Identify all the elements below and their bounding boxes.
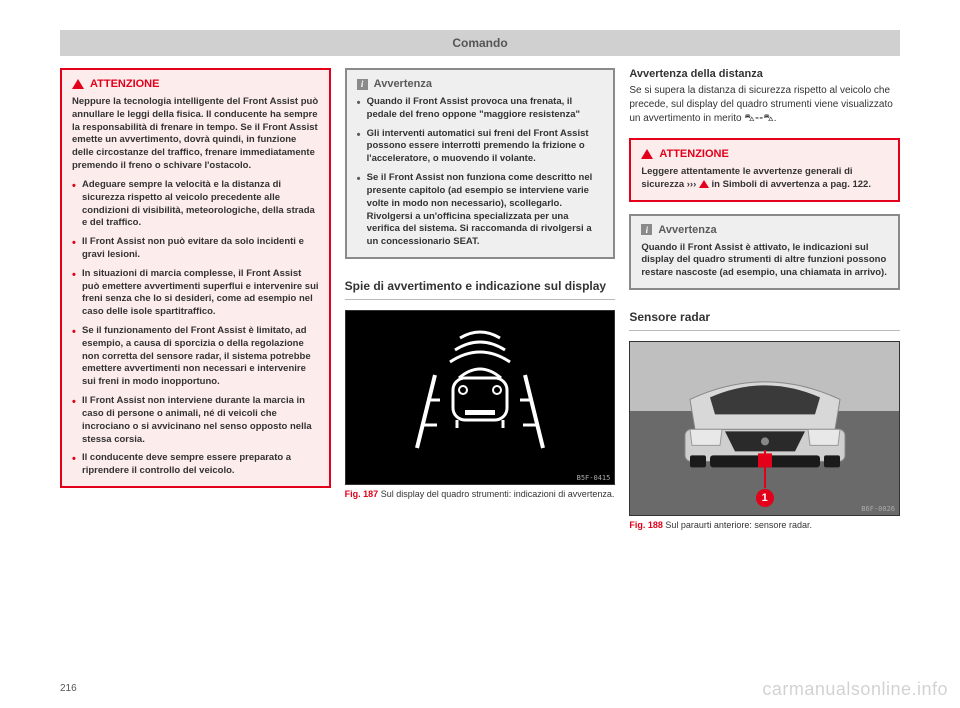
attenzione-intro: Neppure la tecnologia intelligente del F… xyxy=(72,96,319,173)
manual-page: Comando ATTENZIONE Neppure la tecnologia… xyxy=(0,0,960,708)
sensore-section: Sensore radar xyxy=(629,310,900,532)
avvertenza-list: Quando il Front Assist provoca una frena… xyxy=(357,96,604,249)
sensore-title: Sensore radar xyxy=(629,310,900,324)
avvertenza-item: Quando il Front Assist provoca una frena… xyxy=(357,96,604,122)
figure-187: B5F-0415 xyxy=(345,310,616,485)
avvertenza-label: Avvertenza xyxy=(374,78,432,90)
page-number: 216 xyxy=(60,683,77,694)
fig-code: B5F-0415 xyxy=(577,474,611,482)
attenzione-item: In situazioni di marcia complesse, il Fr… xyxy=(72,268,319,319)
column-1: ATTENZIONE Neppure la tecnologia intelli… xyxy=(60,68,331,678)
avvertenza-box-2: i Avvertenza Quando il Front Assist è at… xyxy=(629,214,900,290)
attenzione-item: Se il funzionamento del Front Assist è l… xyxy=(72,325,319,389)
attenzione-item: Adeguare sempre la velocità e la distanz… xyxy=(72,179,319,230)
attenzione-box-1: ATTENZIONE Neppure la tecnologia intelli… xyxy=(60,68,331,488)
figure-188: 1 B6F-0026 xyxy=(629,341,900,516)
fig-ref: Fig. 187 xyxy=(345,489,379,499)
avv-dist-body: Se si supera la distanza di sicurezza ri… xyxy=(629,84,900,126)
section-rule xyxy=(629,330,900,331)
callout-1: 1 xyxy=(756,489,774,507)
avvertenza-item: Se il Front Assist non funziona come des… xyxy=(357,172,604,249)
spie-section: Spie di avvertimento e indicazione sul d… xyxy=(345,279,616,501)
warning-triangle-icon xyxy=(72,79,84,89)
avvertenza-box-1: i Avvertenza Quando il Front Assist prov… xyxy=(345,68,616,259)
attenzione-title-2: ATTENZIONE xyxy=(641,148,888,160)
avvertenza2-body: Quando il Front Assist è attivato, le in… xyxy=(641,242,888,280)
fig-ref: Fig. 188 xyxy=(629,520,663,530)
watermark: carmanualsonline.info xyxy=(762,679,948,700)
attenzione2-body: Leggere attentamente le avvertenze gener… xyxy=(641,166,888,192)
column-3: Avvertenza della distanza Se si supera l… xyxy=(629,68,900,678)
spie-title: Spie di avvertimento e indicazione sul d… xyxy=(345,279,616,293)
att2-post: in Simboli di avvertenza a pag. 122. xyxy=(709,179,871,190)
fig-caption-text: Sul display del quadro strumenti: indica… xyxy=(381,489,615,499)
avv-dist-title: Avvertenza della distanza xyxy=(629,68,900,80)
attenzione-box-2: ATTENZIONE Leggere attentamente le avver… xyxy=(629,138,900,202)
section-rule xyxy=(345,299,616,300)
attenzione-title: ATTENZIONE xyxy=(72,78,319,90)
fig-code: B6F-0026 xyxy=(861,505,895,513)
attenzione-list: Adeguare sempre la velocità e la distanz… xyxy=(72,179,319,478)
content-columns: ATTENZIONE Neppure la tecnologia intelli… xyxy=(60,68,900,678)
fig-caption-text: Sul paraurti anteriore: sensore radar. xyxy=(665,520,812,530)
info-icon: i xyxy=(357,79,368,90)
callout-line xyxy=(764,450,766,488)
front-assist-warning-icon xyxy=(405,320,555,460)
attenzione-item: Il Front Assist non può evitare da solo … xyxy=(72,236,319,262)
warning-triangle-inline-icon xyxy=(699,180,709,193)
header-title: Comando xyxy=(452,36,507,50)
fig188-caption: Fig. 188 Sul paraurti anteriore: sensore… xyxy=(629,520,900,532)
callout-number: 1 xyxy=(762,492,768,504)
avvertenza-title-2: i Avvertenza xyxy=(641,224,888,236)
avvertenza-distanza-section: Avvertenza della distanza Se si supera l… xyxy=(629,68,900,126)
distance-warning-icon: ⛍⚋⛍ xyxy=(744,112,773,126)
column-2: i Avvertenza Quando il Front Assist prov… xyxy=(345,68,616,678)
header-band: Comando xyxy=(60,30,900,56)
avvertenza-label-2: Avvertenza xyxy=(658,224,716,236)
fig187-caption: Fig. 187 Sul display del quadro strument… xyxy=(345,489,616,501)
attenzione-label-2: ATTENZIONE xyxy=(659,148,728,160)
warning-triangle-icon xyxy=(641,149,653,159)
info-icon: i xyxy=(641,224,652,235)
avvertenza-title: i Avvertenza xyxy=(357,78,604,90)
attenzione-item: Il conducente deve sempre essere prepara… xyxy=(72,452,319,478)
avvertenza-item: Gli interventi automatici sui freni del … xyxy=(357,128,604,166)
attenzione-item: Il Front Assist non interviene durante l… xyxy=(72,395,319,446)
attenzione-label: ATTENZIONE xyxy=(90,78,159,90)
